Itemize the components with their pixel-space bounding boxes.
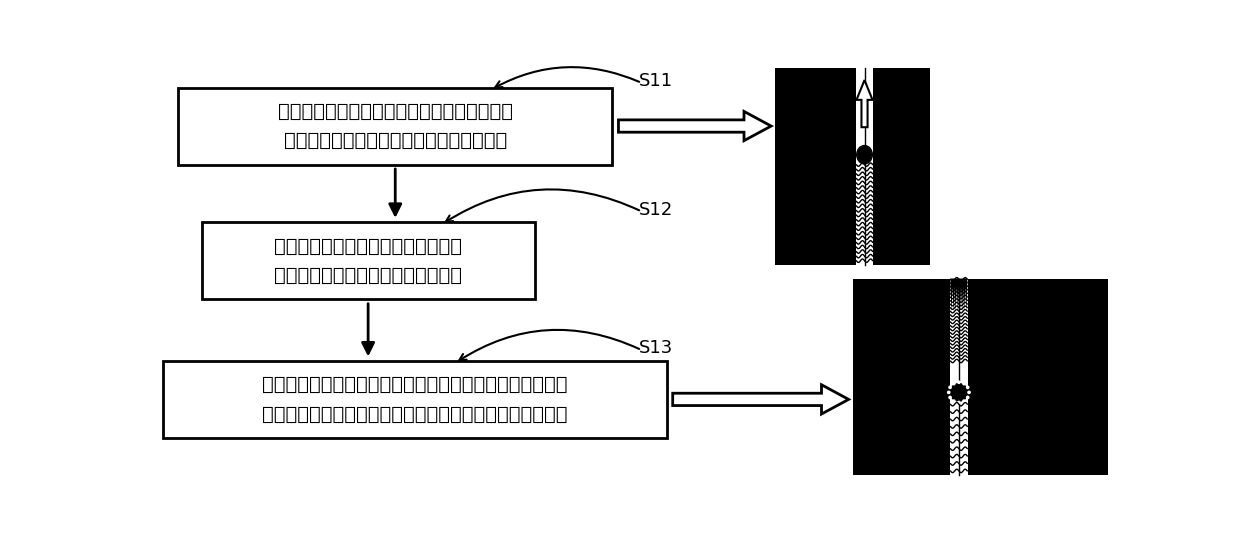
Bar <box>950 279 968 475</box>
Circle shape <box>962 400 965 402</box>
Circle shape <box>968 391 970 394</box>
Circle shape <box>952 400 955 402</box>
Bar <box>856 68 873 265</box>
Polygon shape <box>857 80 873 127</box>
Bar <box>853 279 1109 475</box>
Circle shape <box>957 381 960 383</box>
Circle shape <box>949 396 951 398</box>
Polygon shape <box>672 384 848 414</box>
Bar <box>162 361 667 438</box>
Ellipse shape <box>858 147 872 163</box>
Polygon shape <box>619 111 771 141</box>
Circle shape <box>947 391 950 394</box>
Text: 由具有第三能量的第三激光光束对晶圆上表面的预定切割道
执行开槽进程并在所述晶圆上表面的预定切割道上形成凹槽: 由具有第三能量的第三激光光束对晶圆上表面的预定切割道 执行开槽进程并在所述晶圆上… <box>262 375 568 424</box>
Bar <box>201 222 534 299</box>
Circle shape <box>966 396 968 398</box>
Text: 由具有第一能量的第一激光光束对晶圆上表面
的预定切割道执行打毛进程并形成陷光结构: 由具有第一能量的第一激光光束对晶圆上表面 的预定切割道执行打毛进程并形成陷光结构 <box>278 102 513 150</box>
Bar <box>775 68 930 265</box>
Circle shape <box>957 401 960 404</box>
Circle shape <box>952 382 955 385</box>
Text: S13: S13 <box>640 339 673 357</box>
Text: S11: S11 <box>640 72 673 90</box>
Circle shape <box>962 382 965 385</box>
Circle shape <box>949 386 951 388</box>
Text: 由具有第二能量的第二激光光束对晶
圆上表面的预定切割道执行软化进程: 由具有第二能量的第二激光光束对晶 圆上表面的预定切割道执行软化进程 <box>274 236 463 285</box>
Circle shape <box>950 383 967 401</box>
Circle shape <box>966 386 968 388</box>
Polygon shape <box>951 279 967 312</box>
Text: S12: S12 <box>640 201 673 219</box>
Bar <box>179 88 613 164</box>
